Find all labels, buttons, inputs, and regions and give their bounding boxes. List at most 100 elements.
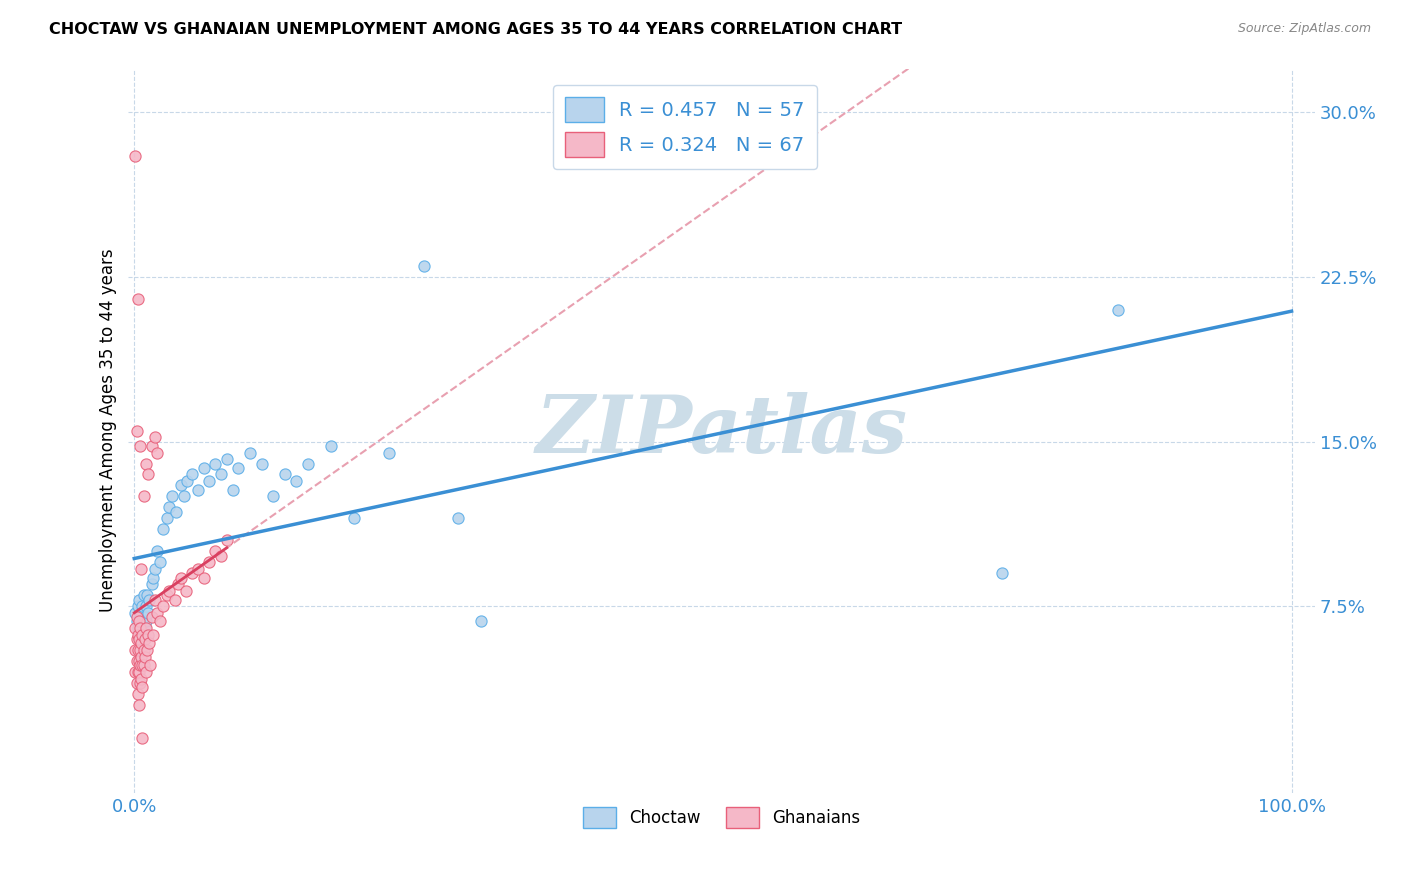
Point bbox=[139, 658, 162, 673]
Point bbox=[131, 628, 153, 642]
Point bbox=[135, 621, 157, 635]
Point bbox=[134, 632, 156, 646]
Point bbox=[128, 632, 150, 646]
Point bbox=[129, 621, 152, 635]
Point bbox=[187, 562, 209, 576]
Point bbox=[131, 731, 153, 745]
Point bbox=[138, 592, 160, 607]
Point bbox=[135, 615, 157, 629]
Point bbox=[135, 599, 157, 614]
Point bbox=[128, 592, 150, 607]
Point bbox=[143, 430, 166, 444]
Point bbox=[149, 615, 172, 629]
Point bbox=[343, 511, 366, 525]
Point bbox=[156, 588, 179, 602]
Point bbox=[129, 610, 152, 624]
Point bbox=[141, 439, 163, 453]
Point bbox=[146, 544, 169, 558]
Point bbox=[125, 424, 148, 438]
Point bbox=[129, 676, 152, 690]
Point bbox=[129, 636, 152, 650]
Point bbox=[129, 649, 152, 664]
Point bbox=[128, 665, 150, 679]
Point bbox=[141, 610, 163, 624]
Text: ZIPatlas: ZIPatlas bbox=[536, 392, 908, 469]
Point bbox=[163, 592, 186, 607]
Point bbox=[169, 478, 191, 492]
Point bbox=[125, 615, 148, 629]
Point bbox=[138, 636, 160, 650]
Point bbox=[127, 621, 149, 635]
Text: CHOCTAW VS GHANAIAN UNEMPLOYMENT AMONG AGES 35 TO 44 YEARS CORRELATION CHART: CHOCTAW VS GHANAIAN UNEMPLOYMENT AMONG A… bbox=[49, 22, 903, 37]
Point bbox=[124, 643, 146, 657]
Point bbox=[132, 628, 155, 642]
Point bbox=[250, 457, 273, 471]
Point bbox=[412, 259, 434, 273]
Point bbox=[204, 544, 226, 558]
Point bbox=[127, 628, 149, 642]
Point bbox=[143, 592, 166, 607]
Point bbox=[169, 571, 191, 585]
Point bbox=[125, 610, 148, 624]
Point bbox=[124, 606, 146, 620]
Point bbox=[135, 457, 157, 471]
Point bbox=[141, 577, 163, 591]
Point bbox=[132, 643, 155, 657]
Point bbox=[136, 628, 159, 642]
Point bbox=[136, 588, 159, 602]
Point bbox=[181, 467, 204, 482]
Point bbox=[131, 599, 153, 614]
Point bbox=[136, 606, 159, 620]
Point bbox=[173, 490, 195, 504]
Point bbox=[132, 588, 155, 602]
Point bbox=[193, 461, 215, 475]
Point bbox=[152, 599, 174, 614]
Point bbox=[162, 490, 184, 504]
Point bbox=[136, 643, 159, 657]
Point bbox=[127, 292, 149, 306]
Point bbox=[134, 621, 156, 635]
Point bbox=[127, 665, 149, 679]
Point bbox=[181, 566, 204, 581]
Point bbox=[991, 566, 1014, 581]
Point bbox=[176, 583, 198, 598]
Point bbox=[129, 621, 152, 635]
Point bbox=[128, 632, 150, 646]
Point bbox=[273, 467, 295, 482]
Point bbox=[176, 474, 198, 488]
Point bbox=[124, 621, 146, 635]
Point bbox=[239, 445, 262, 459]
Point bbox=[129, 439, 152, 453]
Point bbox=[136, 467, 159, 482]
Point bbox=[187, 483, 209, 497]
Point bbox=[125, 676, 148, 690]
Point bbox=[129, 672, 152, 686]
Point bbox=[134, 610, 156, 624]
Point bbox=[228, 461, 250, 475]
Point bbox=[198, 555, 221, 569]
Point bbox=[131, 681, 153, 695]
Point bbox=[125, 632, 148, 646]
Point bbox=[447, 511, 470, 525]
Point bbox=[142, 571, 165, 585]
Point bbox=[262, 490, 284, 504]
Point bbox=[149, 555, 172, 569]
Point bbox=[143, 562, 166, 576]
Point bbox=[221, 483, 243, 497]
Point bbox=[157, 500, 180, 515]
Point bbox=[209, 549, 232, 563]
Point bbox=[167, 577, 190, 591]
Point bbox=[378, 445, 401, 459]
Point bbox=[146, 606, 169, 620]
Point bbox=[1107, 302, 1129, 317]
Point bbox=[297, 457, 319, 471]
Point bbox=[132, 490, 155, 504]
Point bbox=[129, 658, 152, 673]
Point bbox=[134, 649, 156, 664]
Point bbox=[128, 698, 150, 712]
Point bbox=[215, 452, 238, 467]
Point bbox=[157, 583, 180, 598]
Point bbox=[215, 533, 238, 548]
Point bbox=[132, 658, 155, 673]
Point bbox=[127, 599, 149, 614]
